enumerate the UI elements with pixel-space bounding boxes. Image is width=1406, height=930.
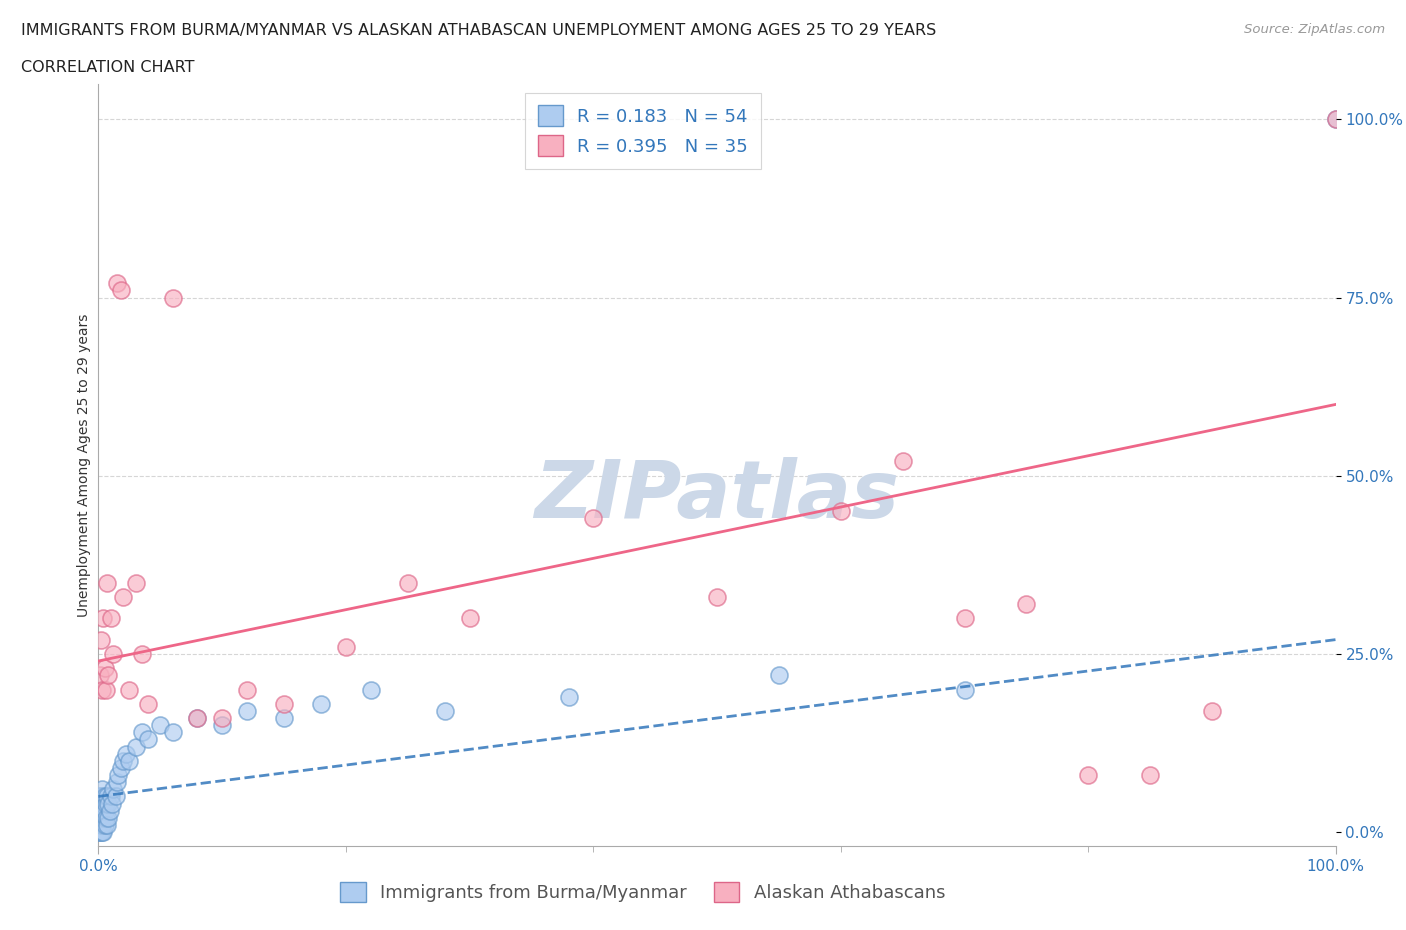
Point (186, 711, 208, 725)
Point (93, 804, 115, 818)
Point (91, 817, 114, 832)
Point (91, 682, 114, 697)
Point (96, 817, 118, 832)
Point (96, 789, 118, 804)
Point (136, 732, 159, 747)
Point (93, 789, 115, 804)
Point (93, 810, 115, 825)
Point (118, 682, 141, 697)
Point (953, 611, 976, 626)
Point (97, 796, 120, 811)
Point (1324, 112, 1347, 126)
Point (396, 575, 419, 590)
Point (131, 724, 153, 739)
Point (309, 697, 332, 711)
Point (273, 711, 295, 725)
Text: ZIPatlas: ZIPatlas (534, 457, 900, 535)
Point (582, 511, 605, 525)
Point (110, 761, 132, 776)
Point (103, 646, 125, 661)
Point (93, 660, 115, 675)
Point (90, 825, 112, 840)
Point (458, 611, 481, 626)
Text: CORRELATION CHART: CORRELATION CHART (21, 60, 194, 75)
Point (124, 739, 146, 754)
Point (97, 668, 120, 683)
Point (557, 689, 579, 704)
Legend: Immigrants from Burma/Myanmar, Alaskan Athabascans: Immigrants from Burma/Myanmar, Alaskan A… (333, 874, 952, 910)
Point (162, 724, 184, 739)
Point (1324, 112, 1347, 126)
Point (706, 590, 728, 604)
Y-axis label: Unemployment Among Ages 25 to 29 years: Unemployment Among Ages 25 to 29 years (77, 313, 91, 617)
Point (87, 810, 110, 825)
Point (105, 276, 128, 291)
Point (94, 682, 117, 697)
Point (94, 796, 117, 811)
Point (97, 810, 120, 825)
Point (114, 746, 136, 761)
Point (93, 825, 115, 840)
Point (101, 796, 124, 811)
Point (89, 810, 111, 825)
Point (118, 753, 141, 768)
Point (335, 639, 357, 654)
Point (93, 817, 115, 832)
Point (104, 789, 127, 804)
Point (211, 718, 233, 733)
Point (433, 703, 456, 718)
Point (89, 668, 111, 683)
Point (91, 782, 114, 797)
Point (136, 697, 159, 711)
Point (110, 283, 132, 298)
Point (93, 796, 115, 811)
Point (1015, 596, 1038, 611)
Point (93, 611, 115, 626)
Point (103, 782, 125, 797)
Point (112, 753, 135, 768)
Text: IMMIGRANTS FROM BURMA/MYANMAR VS ALASKAN ATHABASCAN UNEMPLOYMENT AMONG AGES 25 T: IMMIGRANTS FROM BURMA/MYANMAR VS ALASKAN… (21, 23, 936, 38)
Point (360, 682, 382, 697)
Point (96, 575, 118, 590)
Point (94, 810, 117, 825)
Point (90, 810, 112, 825)
Point (273, 697, 295, 711)
Point (236, 682, 259, 697)
Point (100, 789, 122, 804)
Point (107, 767, 129, 782)
Point (162, 290, 184, 305)
Point (90, 632, 112, 647)
Point (89, 825, 111, 840)
Point (131, 646, 153, 661)
Point (98, 804, 121, 818)
Point (87, 825, 110, 840)
Point (149, 718, 172, 733)
Point (953, 682, 976, 697)
Point (124, 575, 146, 590)
Point (830, 504, 852, 519)
Point (90, 789, 112, 804)
Point (91, 825, 114, 840)
Point (105, 775, 128, 790)
Point (1201, 703, 1223, 718)
Point (891, 454, 914, 469)
Point (90, 817, 112, 832)
Point (89, 817, 111, 832)
Point (112, 590, 135, 604)
Point (211, 711, 233, 725)
Point (236, 703, 259, 718)
Point (1077, 767, 1099, 782)
Point (89, 789, 111, 804)
Point (89, 804, 111, 818)
Point (186, 711, 208, 725)
Point (91, 804, 114, 818)
Point (100, 611, 122, 626)
Point (1139, 767, 1161, 782)
Text: Source: ZipAtlas.com: Source: ZipAtlas.com (1244, 23, 1385, 36)
Point (768, 668, 790, 683)
